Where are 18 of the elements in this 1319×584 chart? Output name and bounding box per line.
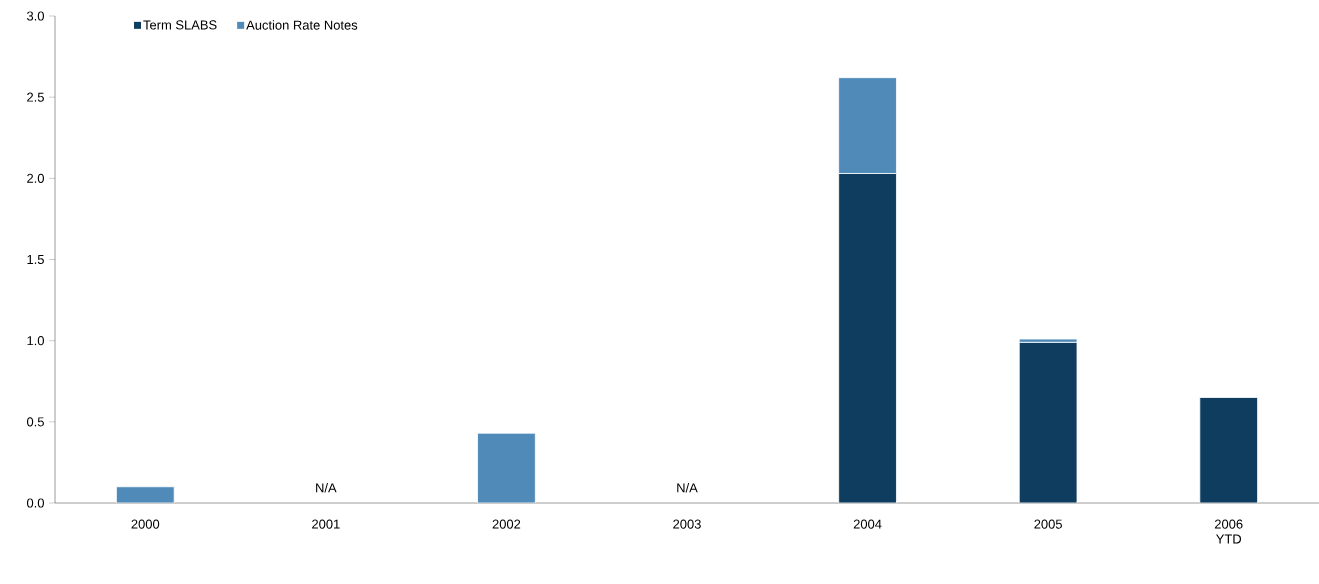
x-tick-label: 2003 <box>673 519 701 529</box>
y-tick-label: 0.5 <box>26 417 44 427</box>
x-tick-label: 2006 YTD <box>1214 519 1243 544</box>
x-tick-label: 2005 <box>1034 519 1062 529</box>
annotation: N/A <box>316 482 337 493</box>
annotation: N/A <box>677 482 698 493</box>
x-tick-label: 2004 <box>853 519 882 529</box>
x-tick-label: 2002 <box>492 519 521 529</box>
legend-label: Auction Rate Notes <box>246 20 358 30</box>
x-tick-label: 2001 <box>312 519 340 529</box>
legend-label: Term SLABS <box>143 20 217 30</box>
y-tick-label: 0.0 <box>26 498 44 508</box>
y-tick-label: 2.5 <box>27 92 44 102</box>
y-tick-label: 1.5 <box>27 254 44 265</box>
y-tick-label: 1.0 <box>27 336 44 346</box>
x-tick-label: 2000 <box>131 519 160 529</box>
y-tick-label: 2.0 <box>27 173 44 183</box>
y-tick-label: 3.0 <box>26 11 44 21</box>
